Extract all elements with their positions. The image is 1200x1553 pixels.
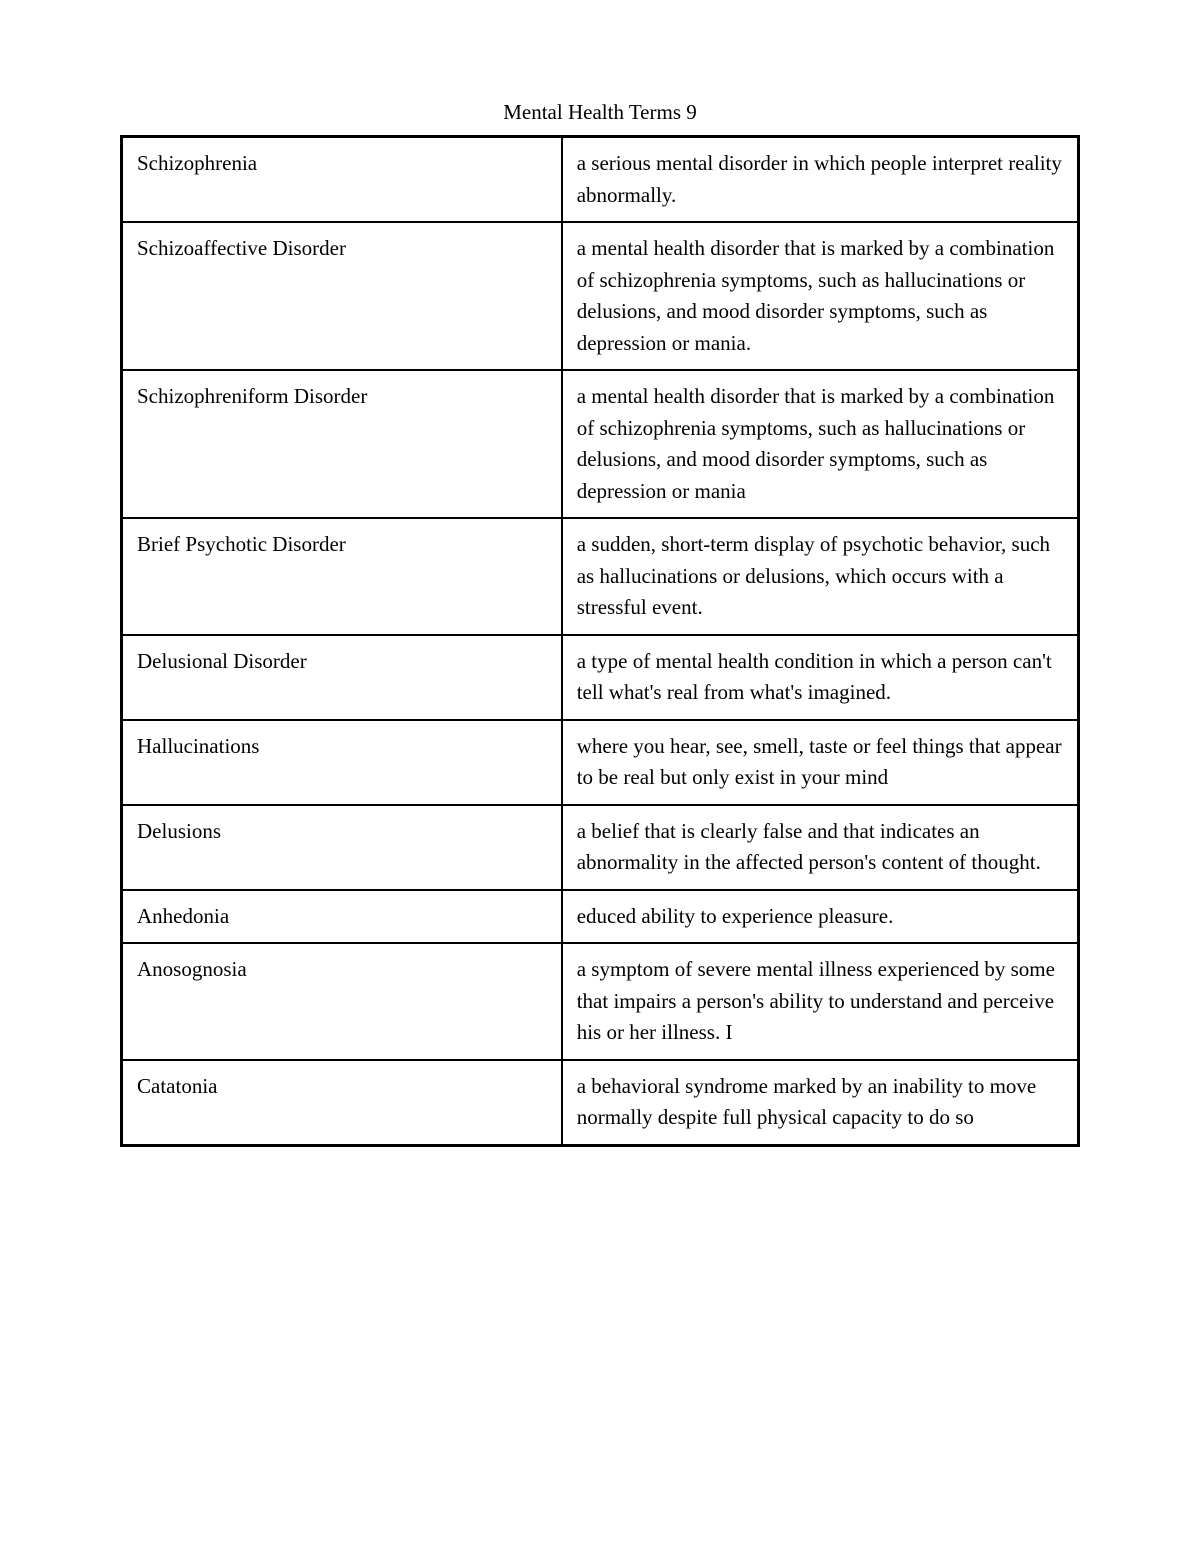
- term-cell: Catatonia: [122, 1060, 562, 1146]
- definition-cell: educed ability to experience pleasure.: [562, 890, 1079, 944]
- term-cell: Brief Psychotic Disorder: [122, 518, 562, 635]
- table-row: Delusions a belief that is clearly false…: [122, 805, 1079, 890]
- definition-cell: a serious mental disorder in which peopl…: [562, 137, 1079, 223]
- definition-cell: a mental health disorder that is marked …: [562, 370, 1079, 518]
- table-row: Anhedonia educed ability to experience p…: [122, 890, 1079, 944]
- term-cell: Delusional Disorder: [122, 635, 562, 720]
- definition-cell: where you hear, see, smell, taste or fee…: [562, 720, 1079, 805]
- table-row: Schizophrenia a serious mental disorder …: [122, 137, 1079, 223]
- table-row: Schizoaffective Disorder a mental health…: [122, 222, 1079, 370]
- term-cell: Schizoaffective Disorder: [122, 222, 562, 370]
- table-row: Delusional Disorder a type of mental hea…: [122, 635, 1079, 720]
- table-row: Brief Psychotic Disorder a sudden, short…: [122, 518, 1079, 635]
- terms-table: Schizophrenia a serious mental disorder …: [120, 135, 1080, 1147]
- table-row: Catatonia a behavioral syndrome marked b…: [122, 1060, 1079, 1146]
- definition-cell: a symptom of severe mental illness exper…: [562, 943, 1079, 1060]
- term-cell: Schizophrenia: [122, 137, 562, 223]
- term-cell: Hallucinations: [122, 720, 562, 805]
- definition-cell: a type of mental health condition in whi…: [562, 635, 1079, 720]
- table-row: Anosognosia a symptom of severe mental i…: [122, 943, 1079, 1060]
- term-cell: Anosognosia: [122, 943, 562, 1060]
- definition-cell: a mental health disorder that is marked …: [562, 222, 1079, 370]
- term-cell: Schizophreniform Disorder: [122, 370, 562, 518]
- definition-cell: a belief that is clearly false and that …: [562, 805, 1079, 890]
- table-row: Schizophreniform Disorder a mental healt…: [122, 370, 1079, 518]
- definition-cell: a sudden, short-term display of psychoti…: [562, 518, 1079, 635]
- term-cell: Anhedonia: [122, 890, 562, 944]
- term-cell: Delusions: [122, 805, 562, 890]
- definition-cell: a behavioral syndrome marked by an inabi…: [562, 1060, 1079, 1146]
- terms-table-body: Schizophrenia a serious mental disorder …: [122, 137, 1079, 1146]
- page-title: Mental Health Terms 9: [120, 100, 1080, 125]
- table-row: Hallucinations where you hear, see, smel…: [122, 720, 1079, 805]
